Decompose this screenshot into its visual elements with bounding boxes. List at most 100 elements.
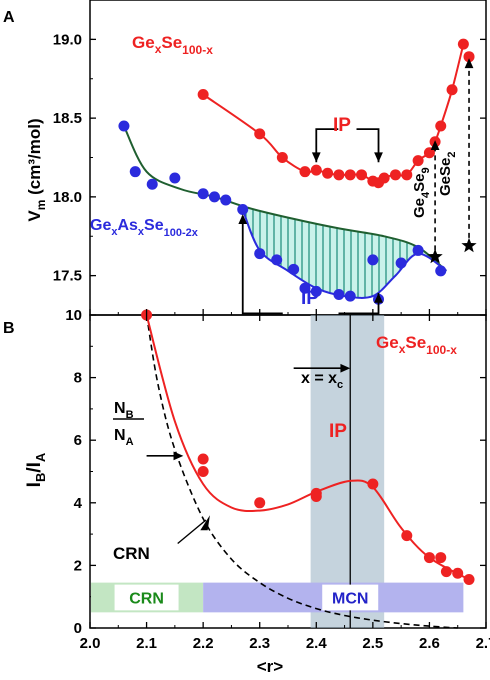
- panel-b-ratio-arrow-head: [173, 451, 184, 461]
- panel-b-red-point: [423, 552, 435, 564]
- panel-a-red-point: [435, 120, 447, 132]
- panel-a-plot: [118, 38, 477, 315]
- panel-a-ip-top-bracket-left: [315, 128, 339, 163]
- x-axis-tick-label: 2.2: [193, 635, 214, 652]
- panel-b-crn-region-label: CRN: [129, 590, 164, 607]
- panel-a-red-point: [463, 51, 475, 63]
- panel-a-blue-point: [435, 265, 447, 277]
- panel-b-red-point: [254, 497, 266, 509]
- panel-a-blue-point: [118, 120, 130, 132]
- panel-a-red-point: [310, 164, 322, 176]
- panel-b-y-tick-label: 8: [74, 370, 82, 387]
- panel-a-red-point: [446, 84, 458, 96]
- panel-a-ip-bottom-bracket: [238, 214, 383, 315]
- panel-b-ylabel: IB/IA: [24, 452, 48, 487]
- panel-a-blue-point: [254, 248, 266, 260]
- panel-a-blue-point: [220, 194, 232, 206]
- x-axis-tick-label: 2.6: [419, 635, 440, 652]
- panel-a-blue-point: [208, 191, 220, 203]
- panel-b-crn-pointer-line: [177, 519, 207, 545]
- panel-a-trend-curve: [122, 125, 448, 272]
- panel-a-y-tick-label: 18.0: [53, 189, 82, 206]
- panel-a-ip-top-arrow-right: [374, 152, 383, 163]
- panel-a-blue-point: [395, 257, 407, 269]
- panel-a-red-point: [197, 89, 209, 100]
- panel-b-y-tick-label: 6: [74, 432, 82, 449]
- panel-a-blue-point: [299, 282, 311, 294]
- panel-b-xc-label: x = xc: [301, 370, 343, 391]
- panel-a-y-tick-label: 17.5: [53, 268, 82, 285]
- panel-a-gese2-star: [461, 237, 477, 253]
- panel-a-ylabel: Vm (cm³/mol): [25, 118, 48, 221]
- panel-b-crn-dashed-curve: [145, 314, 458, 629]
- x-axis-tick-label: 2.7: [476, 635, 490, 652]
- panel-b-red-point: [435, 552, 447, 564]
- panel-b-y-tick-label: 0: [74, 620, 82, 637]
- panel-b-xc-arrow-head: [340, 363, 351, 373]
- panel-b-ratio-numerator: NB: [114, 400, 134, 421]
- panel-a-blue-point: [344, 290, 356, 302]
- panel-a-ip-top-label: IP: [333, 115, 351, 136]
- panel-b-red-point: [452, 567, 464, 579]
- panel-a-label: A: [3, 9, 15, 26]
- panel-a-blue-point: [310, 285, 322, 297]
- panel-a-ip-bottom-bracket-left: [241, 215, 283, 315]
- panel-b: B 0 2 4 6 8 10 IB/IA CRN MCN GexSe100-x IP x =…: [3, 307, 487, 637]
- panel-b-plot: CRN MCN: [91, 309, 475, 629]
- panel-a-blue-point: [412, 244, 424, 256]
- panel-a-series-red-label: GexSe100-x: [132, 33, 213, 57]
- panel-a-gese2-label: GeSe2: [437, 152, 458, 196]
- panel-a-red-point: [344, 169, 356, 181]
- panel-b-y-tick-label: 10: [65, 307, 82, 324]
- panel-a-red-point: [389, 169, 401, 181]
- panel-b-crn-pointer-head: [200, 515, 210, 531]
- panel-a-blue-point: [288, 263, 300, 275]
- panel-b-crn-curve-label: CRN: [113, 544, 150, 563]
- x-axis: 2.0 2.1 2.2 2.3 2.4 2.5 2.6 2.7: [80, 309, 490, 652]
- panel-b-y-tick-label: 4: [74, 495, 83, 512]
- panel-a-y-tick-label: 18.5: [53, 110, 82, 127]
- panel-a-blue-point: [367, 254, 379, 266]
- panel-a-red-point: [356, 169, 368, 181]
- panel-a-blue-ip-curve: [241, 209, 447, 299]
- panel-a: A 17.5 18.0 18.5 19.0 Vm (cm³/mol) GexSe100…: [3, 0, 487, 316]
- panel-a-ip-bottom-arrow-left: [238, 214, 248, 224]
- panel-b-ip-label: IP: [329, 421, 347, 442]
- panel-b-crn-label-box: [114, 584, 179, 611]
- panel-a-red-point: [423, 147, 435, 159]
- panel-a-y-tick-label: 19.0: [53, 31, 82, 48]
- panel-a-red-point: [322, 167, 334, 179]
- panel-a-red-point: [276, 152, 288, 163]
- panel-a-red-curve: [202, 43, 465, 184]
- panel-a-gese2-arrow-head: [464, 58, 474, 69]
- panel-b-ip-window: [310, 315, 385, 628]
- panel-a-ge4se9-label: Ge4Se9: [411, 167, 432, 218]
- x-axis-tick-label: 2.1: [136, 635, 157, 652]
- panel-a-blue-point: [169, 172, 181, 184]
- panel-a-ip-top-bracket-right: [356, 128, 380, 163]
- panel-a-red-point: [254, 128, 266, 140]
- x-axis-tick-label: 2.0: [80, 635, 101, 652]
- panel-b-ratio-denominator: NA: [114, 427, 134, 448]
- panel-a-ip-top-bracket: [311, 128, 383, 163]
- panel-b-red-point: [440, 566, 452, 578]
- panel-a-red-point: [401, 169, 413, 181]
- panel-b-red-point: [367, 478, 379, 490]
- panel-b-mcn-label-box: [322, 584, 379, 611]
- panel-b-red-point: [463, 573, 475, 585]
- panel-b-mcn-region-label: MCN: [332, 590, 368, 607]
- panel-a-red-point: [412, 155, 424, 167]
- panel-a-blue-point: [197, 188, 209, 200]
- panel-b-red-point: [310, 487, 322, 499]
- panel-a-blue-point: [271, 254, 283, 266]
- panel-b-series-red-label: GexSe100-x: [376, 333, 457, 357]
- panel-a-blue-point: [129, 166, 141, 178]
- x-axis-tick-label: 2.3: [249, 635, 270, 652]
- panel-a-blue-point: [333, 289, 345, 301]
- panel-b-red-point: [197, 453, 209, 465]
- x-axis-label: <r>: [257, 657, 284, 676]
- panel-b-red-curve: [145, 314, 470, 581]
- panel-b-red-point: [401, 530, 413, 542]
- x-axis-tick-label: 2.5: [362, 635, 383, 652]
